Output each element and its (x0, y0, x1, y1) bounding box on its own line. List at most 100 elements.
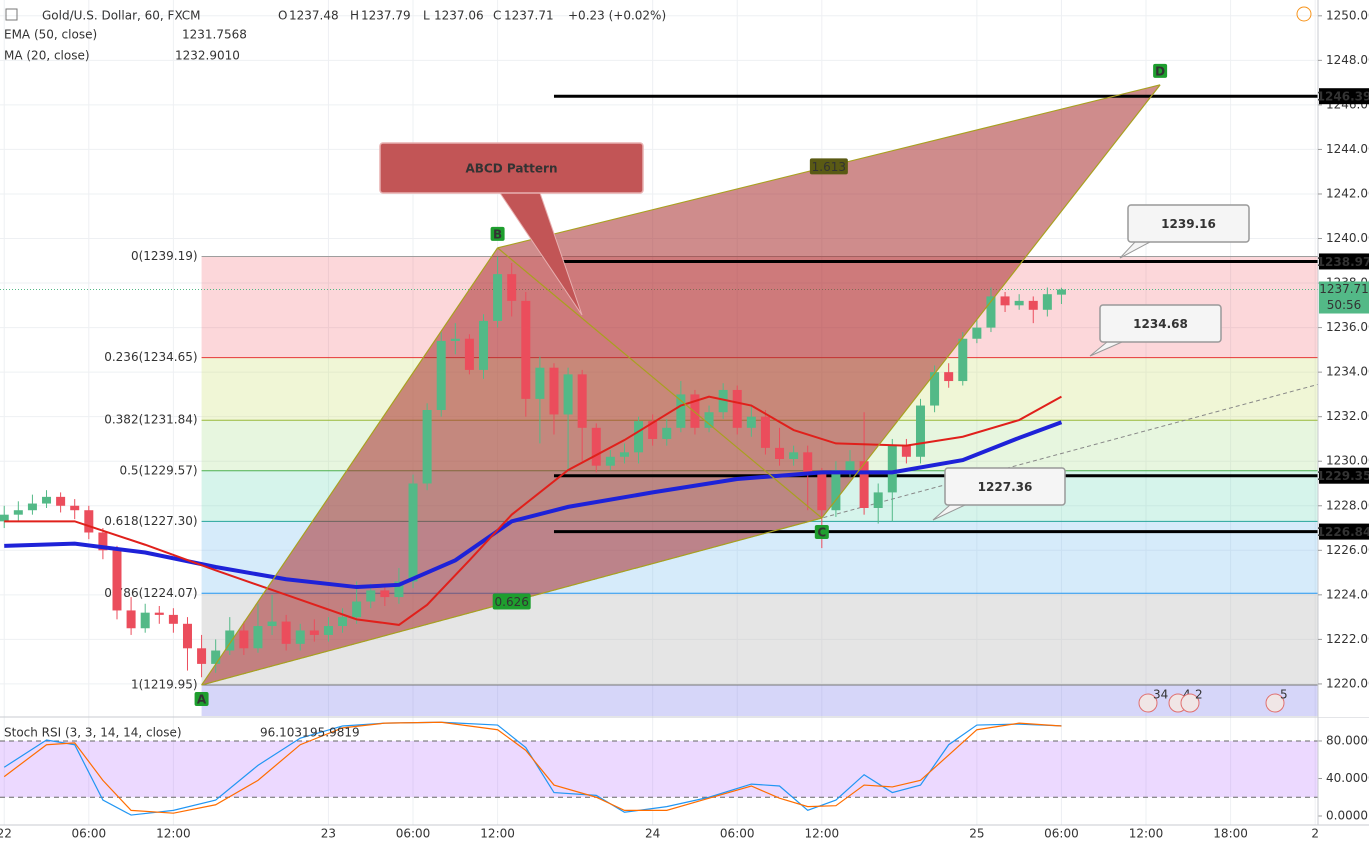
price-tag (1319, 523, 1369, 540)
y-tick-label: 1236.00 (1326, 320, 1369, 334)
candle-body (323, 626, 333, 635)
pattern-edge (201, 247, 499, 686)
x-tick-label: 18:00 (1213, 827, 1248, 841)
legend-name: EMA (50, close) (4, 28, 97, 42)
y-tick-label: 1244.00 (1326, 142, 1369, 156)
y-tick-label: 1240.00 (1326, 231, 1369, 245)
y-tick-label: 1242.00 (1326, 186, 1369, 200)
candle-body (972, 327, 982, 339)
event-icon[interactable] (1265, 693, 1285, 713)
x-tick-label: 12:00 (1129, 827, 1164, 841)
price-tag-label: 1229.35 (1317, 469, 1369, 483)
candle-body (1000, 296, 1010, 306)
candle-body (253, 626, 263, 649)
candle-body (845, 461, 855, 471)
candle-body (225, 630, 235, 651)
x-tick-label: 2 (1311, 827, 1319, 841)
price-tag (1319, 467, 1369, 484)
countdown: 50:56 (1327, 298, 1362, 312)
legend-name: MA (20, close) (4, 49, 90, 63)
candle-body (563, 374, 573, 415)
candle-body (436, 340, 446, 411)
y-tick-label: 1250.00 (1326, 8, 1369, 22)
point-label: D (1155, 64, 1165, 78)
last-price-tag (1319, 281, 1369, 314)
y-tick-label: 0.0000 (1326, 808, 1368, 822)
price-tag-label: 1226.84 (1317, 525, 1369, 539)
event-icon[interactable] (1180, 693, 1200, 713)
candle-body (0, 514, 9, 522)
y-tick-label: 1220.00 (1326, 676, 1369, 690)
stoch-band (0, 740, 1318, 798)
candle-body (239, 630, 249, 649)
y-tick-label: 1226.00 (1326, 543, 1369, 557)
candle-body (352, 601, 362, 618)
point-label-box (490, 226, 505, 241)
legend-value: 1231.7568 (182, 28, 247, 42)
chart-title: Gold/U.S. Dollar, 60, FXCM (42, 9, 201, 23)
candle-body (507, 274, 517, 301)
quote-value: 1237.06 (434, 9, 484, 23)
candle-body (1014, 300, 1024, 306)
candle-body (479, 320, 489, 370)
point-label-box (194, 692, 209, 707)
ratio-box (492, 593, 531, 610)
pattern-edge (821, 84, 1161, 519)
candle-body (42, 496, 52, 504)
candle-body (1056, 289, 1066, 295)
candle-body (394, 581, 404, 598)
fib-label: 0.786(1224.07) (104, 586, 197, 600)
price-tag-label: 1238.97 (1317, 255, 1369, 269)
quote-key: H (350, 9, 359, 23)
candle-body (197, 648, 207, 664)
candle-body (281, 621, 291, 644)
callout-box (1099, 304, 1222, 343)
stoch-title: Stoch RSI (3, 3, 14, 14, close) (4, 726, 182, 740)
candle-body (154, 612, 164, 615)
indicator-line (4, 395, 1062, 626)
x-tick-label: 06:00 (396, 827, 431, 841)
y-tick-label: 1230.00 (1326, 454, 1369, 468)
ratio-box (809, 158, 848, 175)
candle-body (13, 510, 23, 515)
ratio-label: 0.626 (495, 595, 529, 609)
x-tick-label: 06:00 (72, 827, 107, 841)
ratio-label: 1.613 (812, 160, 846, 174)
candle-body (930, 372, 940, 406)
candle-body (98, 532, 108, 551)
y-tick-label: 40.0000 (1326, 771, 1369, 785)
y-tick-label: 1248.00 (1326, 53, 1369, 67)
quote-change: +0.23 (+0.02%) (568, 9, 666, 23)
candle-body (732, 389, 742, 428)
candle-body (84, 510, 94, 533)
candle-body (27, 503, 37, 511)
fib-label: 1(1219.95) (131, 678, 198, 692)
candle-body (648, 421, 658, 439)
price-tag (1319, 253, 1369, 270)
collapse-icon[interactable] (5, 8, 18, 21)
x-tick-label: 06:00 (720, 827, 755, 841)
candle-body (944, 372, 954, 382)
event-icon[interactable] (1138, 693, 1158, 713)
point-label: C (817, 526, 826, 540)
legend-value: 1232.9010 (175, 49, 240, 63)
candle-body (605, 456, 615, 466)
candle-body (408, 483, 418, 582)
y-tick-label: 1224.00 (1326, 587, 1369, 601)
point-label-box (1153, 63, 1168, 78)
candle-body (887, 445, 897, 493)
alert-icon[interactable] (1296, 6, 1312, 22)
candle-body (662, 427, 672, 439)
last-price-label: 1237.71 (1319, 282, 1369, 296)
candle-body (901, 445, 911, 457)
candle-body (450, 338, 460, 341)
callout-pointer (1119, 241, 1151, 259)
x-tick-label: 24 (645, 827, 660, 841)
candle-body (140, 612, 150, 629)
x-tick-label: 12:00 (480, 827, 515, 841)
callout-text: 1227.36 (978, 480, 1033, 494)
candle-body (182, 623, 192, 649)
y-tick-label: 1228.00 (1326, 498, 1369, 512)
candle-body (746, 416, 756, 428)
fib-label: 0.5(1229.57) (119, 463, 197, 477)
